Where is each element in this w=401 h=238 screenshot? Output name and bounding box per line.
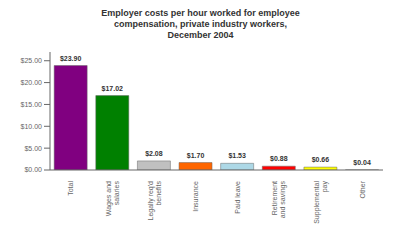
svg-text:Total: Total (67, 181, 74, 196)
svg-text:$15.00: $15.00 (21, 101, 43, 108)
svg-text:$10.00: $10.00 (21, 123, 43, 130)
svg-text:$0.00: $0.00 (24, 166, 42, 173)
html-text:Employer costs per hour worked: Employer costs per hour worked for emplo… (101, 8, 300, 18)
svg-text:$20.00: $20.00 (21, 79, 43, 86)
svg-text:$25.00: $25.00 (21, 57, 43, 64)
svg-text:$5.00: $5.00 (24, 145, 42, 152)
svg-text:Legally req'dbenefits: Legally req'dbenefits (147, 181, 162, 221)
html-text:compensation, private industry: compensation, private industry workers, (114, 19, 287, 29)
svg-text:Supplementalpay: Supplementalpay (313, 181, 329, 224)
svg-text:Other: Other (359, 180, 366, 198)
svg-text:$0.66: $0.66 (312, 156, 330, 164)
svg-text:$1.70: $1.70 (187, 152, 205, 160)
svg-text:Insurance: Insurance (192, 181, 199, 212)
svg-text:$1.53: $1.53 (228, 152, 246, 160)
svg-text:$17.02: $17.02 (102, 85, 124, 93)
svg-text:Retirementand savings: Retirementand savings (271, 181, 287, 219)
html-text:December 2004: December 2004 (167, 30, 234, 40)
svg-text:$2.08: $2.08 (145, 150, 163, 158)
svg-text:Paid leave: Paid leave (234, 181, 241, 214)
svg-text:Wages andsalaries: Wages andsalaries (105, 181, 120, 217)
svg-text:$23.90: $23.90 (60, 55, 82, 63)
svg-text:$0.04: $0.04 (353, 159, 371, 167)
svg-text:$0.88: $0.88 (270, 155, 288, 163)
